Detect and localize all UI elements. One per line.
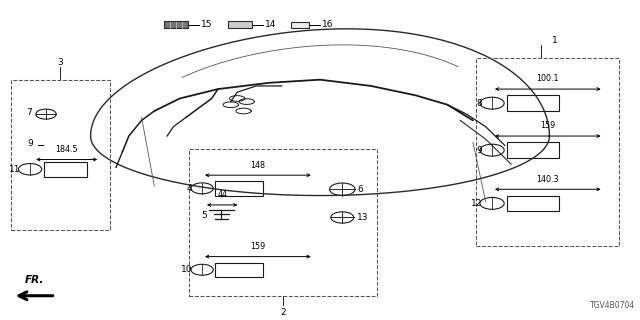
Text: 5: 5: [202, 211, 207, 220]
Bar: [476, 58, 620, 246]
Text: 13: 13: [357, 213, 369, 222]
Bar: [228, 21, 252, 28]
Text: 8: 8: [477, 99, 483, 108]
Text: 140.3: 140.3: [536, 175, 559, 184]
Text: 7: 7: [26, 108, 32, 117]
Text: 2: 2: [280, 308, 286, 317]
Bar: [216, 262, 262, 277]
Text: 148: 148: [250, 161, 266, 170]
Bar: [189, 148, 378, 296]
Text: 11: 11: [9, 165, 20, 174]
Text: FR.: FR.: [25, 275, 44, 285]
Bar: [44, 162, 88, 177]
Text: 159: 159: [540, 121, 556, 131]
Text: 10: 10: [181, 265, 193, 274]
Bar: [507, 95, 559, 111]
Text: 9: 9: [477, 146, 483, 155]
Bar: [291, 22, 309, 28]
Text: 12: 12: [471, 199, 483, 208]
Text: 6: 6: [357, 185, 363, 194]
Text: 16: 16: [322, 20, 333, 29]
Bar: [507, 142, 559, 158]
Text: TGV4B0704: TGV4B0704: [590, 301, 636, 310]
Bar: [164, 21, 188, 28]
Text: 3: 3: [58, 58, 63, 67]
Bar: [507, 196, 559, 211]
Text: 15: 15: [201, 20, 212, 29]
Text: 100.1: 100.1: [536, 75, 559, 84]
Bar: [11, 80, 109, 230]
Text: 184.5: 184.5: [56, 145, 78, 154]
Text: 14: 14: [264, 20, 276, 29]
Text: 44: 44: [217, 190, 227, 199]
Text: 1: 1: [552, 36, 558, 45]
Text: 159: 159: [250, 242, 266, 251]
Text: 9: 9: [28, 140, 33, 148]
Bar: [216, 181, 262, 196]
Text: 4: 4: [187, 184, 193, 193]
